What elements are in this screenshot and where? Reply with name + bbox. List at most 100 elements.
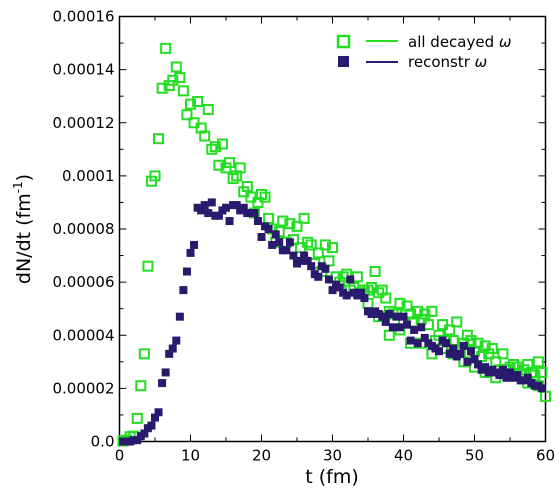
x-tick-label: 60 xyxy=(536,447,555,465)
data-point-reconstr xyxy=(502,373,511,382)
data-point-reconstr xyxy=(264,225,273,233)
data-point-all-decayed xyxy=(234,162,246,174)
data-point-all-decayed xyxy=(138,348,150,360)
data-point-reconstr xyxy=(314,272,323,281)
data-point-reconstr xyxy=(449,344,458,353)
data-point-all-decayed xyxy=(153,133,165,145)
x-tick-label: 50 xyxy=(465,447,484,465)
data-point-reconstr xyxy=(456,349,465,358)
data-point-all-decayed xyxy=(135,380,147,392)
legend-label-all-decayed: all decayed ω xyxy=(408,33,511,51)
data-point-all-decayed xyxy=(319,239,331,251)
data-point-reconstr xyxy=(200,201,209,210)
data-point-reconstr xyxy=(470,355,479,364)
data-point-all-decayed xyxy=(160,42,172,54)
x-tick-label: 0 xyxy=(115,447,125,465)
data-point-reconstr xyxy=(495,371,504,380)
data-point-all-decayed xyxy=(486,343,498,355)
data-point-reconstr xyxy=(257,232,266,241)
data-point-all-decayed xyxy=(327,242,338,254)
data-point-all-decayed xyxy=(149,170,161,182)
data-point-all-decayed xyxy=(369,266,381,277)
data-point-reconstr xyxy=(459,341,468,350)
data-point-reconstr xyxy=(172,336,181,345)
data-point-reconstr xyxy=(168,344,177,353)
data-point-reconstr xyxy=(179,286,188,295)
data-point-reconstr xyxy=(182,267,191,276)
data-point-all-decayed xyxy=(465,335,477,347)
data-point-all-decayed xyxy=(298,212,310,224)
data-point-reconstr xyxy=(300,251,309,260)
data-point-reconstr xyxy=(413,339,422,348)
data-point-reconstr xyxy=(285,238,294,247)
data-point-reconstr xyxy=(328,286,337,295)
legend: all decayed ω reconstr ω xyxy=(336,33,511,71)
data-point-reconstr xyxy=(335,283,344,292)
y-tick-label: 0.00016 xyxy=(52,8,114,26)
data-point-reconstr xyxy=(275,238,284,247)
data-point-reconstr xyxy=(296,256,305,265)
data-point-all-decayed xyxy=(532,356,544,368)
data-point-reconstr xyxy=(282,246,291,255)
x-tick-label: 10 xyxy=(181,447,200,465)
data-point-all-decayed xyxy=(241,181,253,192)
data-point-reconstr xyxy=(253,217,262,226)
data-point-all-decayed xyxy=(536,366,548,378)
data-point-all-decayed xyxy=(394,297,406,309)
x-tick-label: 30 xyxy=(323,447,342,465)
data-point-reconstr xyxy=(410,325,419,334)
x-tick-label: 20 xyxy=(252,447,271,465)
data-point-reconstr xyxy=(175,312,184,321)
data-point-reconstr xyxy=(474,360,483,369)
y-tick-label: 0.00004 xyxy=(52,326,114,344)
data-point-all-decayed xyxy=(170,61,182,73)
data-point-all-decayed xyxy=(263,212,275,224)
data-point-all-decayed xyxy=(277,215,289,227)
data-point-reconstr xyxy=(307,262,316,271)
data-point-reconstr xyxy=(165,349,174,358)
data-point-all-decayed xyxy=(426,305,438,317)
data-point-reconstr xyxy=(506,368,514,377)
data-point-reconstr xyxy=(360,294,369,303)
data-point-all-decayed xyxy=(284,218,296,230)
x-tick-label: 40 xyxy=(394,447,413,465)
data-point-all-decayed xyxy=(202,103,214,115)
data-point-reconstr xyxy=(420,333,429,342)
data-point-reconstr xyxy=(197,206,206,215)
data-point-all-decayed xyxy=(305,239,317,251)
y-tick-label: 0.00012 xyxy=(52,114,114,132)
data-point-all-decayed xyxy=(213,159,225,171)
data-point-reconstr xyxy=(324,275,333,284)
data-point-reconstr xyxy=(523,373,532,382)
data-point-all-decayed xyxy=(451,316,463,328)
data-point-all-decayed xyxy=(497,348,509,360)
data-point-reconstr xyxy=(151,413,159,422)
data-point-all-decayed xyxy=(380,292,392,304)
data-point-reconstr xyxy=(222,203,230,212)
data-point-reconstr xyxy=(356,288,365,297)
data-point-reconstr xyxy=(303,256,312,265)
legend-label-reconstr: reconstr ω xyxy=(408,53,487,71)
y-tick-label: 0.00014 xyxy=(52,61,114,79)
data-point-reconstr xyxy=(232,201,241,210)
data-point-reconstr xyxy=(435,347,443,356)
data-point-reconstr xyxy=(481,363,490,372)
data-point-reconstr xyxy=(140,429,149,438)
data-point-reconstr xyxy=(214,211,223,220)
data-point-reconstr xyxy=(395,323,404,332)
data-point-reconstr xyxy=(537,384,546,393)
data-point-all-decayed xyxy=(291,220,303,232)
data-point-reconstr xyxy=(399,312,408,321)
data-point-reconstr xyxy=(342,291,351,300)
data-point-all-decayed xyxy=(192,96,204,107)
y-tick-label: 0.0 xyxy=(91,433,115,451)
x-axis-label: t (fm) xyxy=(305,466,359,488)
data-point-all-decayed xyxy=(174,72,186,84)
data-point-all-decayed xyxy=(156,82,168,94)
data-point-reconstr xyxy=(385,310,394,318)
legend-marker-all-decayed xyxy=(336,34,351,49)
data-point-all-decayed xyxy=(444,324,456,336)
data-point-all-decayed xyxy=(167,74,179,86)
data-point-reconstr xyxy=(250,209,259,218)
